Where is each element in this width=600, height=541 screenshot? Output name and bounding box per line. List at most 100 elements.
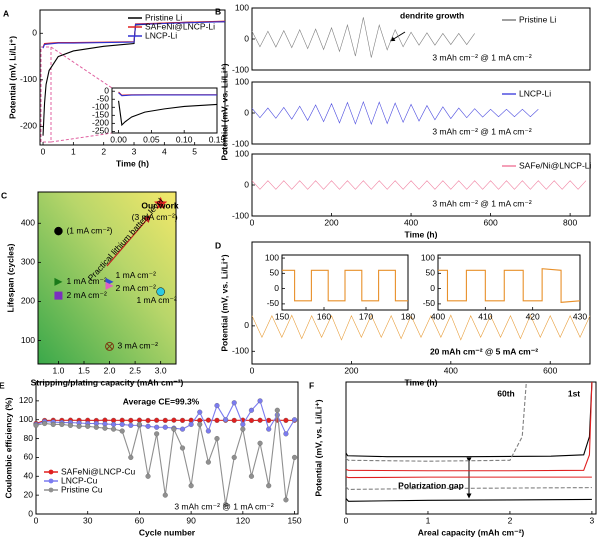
legend-label: SAFeNi@LNCP-Cu [61,466,136,476]
data-point [283,417,289,423]
x-tick-label: 400 [431,311,445,321]
x-axis-label: Areal capacity (mAh cm⁻²) [418,527,525,537]
data-point [197,421,203,427]
plot-frame [37,191,177,365]
x-tick-label: 120 [236,515,250,525]
data-point [154,417,160,423]
trend-arrow [106,215,151,267]
y-tick-label: -100 [232,346,249,356]
series-line [118,92,217,97]
legend-label: Pristine Cu [61,484,103,494]
data-point [54,226,63,236]
data-point [266,426,272,432]
series-line [345,486,592,490]
series-line [438,268,581,303]
x-tick-label: 2 [101,146,106,156]
y-tick-label: -100 [232,64,249,74]
data-point [257,417,263,423]
y-tick-label: -100 [232,138,249,148]
panel-c-background [38,192,176,364]
y-tick-label: -200 [20,121,37,131]
dendrite-arrow [389,31,406,42]
point-label: 2 mA cm⁻² [116,283,157,293]
data-point [223,417,229,423]
data-point [111,421,117,427]
panel-label: D [215,240,221,250]
point-cross [106,343,113,350]
data-point [257,440,263,446]
data-point [292,454,298,460]
legend-marker [48,478,54,484]
data-point [240,421,246,427]
y-tick-label: -100 [20,74,37,84]
y-tick-label: -150 [92,110,109,120]
annotation: 60th [497,388,514,398]
x-tick-label: 90 [186,515,196,525]
panel-label: B [215,6,221,16]
series-line [345,476,592,479]
data-point [33,422,39,428]
x-tick-label: 60 [135,515,145,525]
y-tick-label: 0 [28,508,33,518]
x-tick-label: 800 [563,217,577,227]
y-tick-label: -50 [267,298,280,308]
data-point [85,423,91,429]
data-point [111,426,117,432]
data-point [105,341,115,351]
x-tick-label: 3.0 [155,365,167,375]
data-point [214,436,220,442]
x-tick-label: 200 [344,365,358,375]
panel-label: F [309,380,314,390]
y-tick-label: 0 [244,320,249,330]
data-point [54,291,63,300]
data-point [59,421,65,427]
x-tick-label: 0.00 [110,134,127,144]
plot-frame [111,87,218,134]
y-tick-label: 100 [21,335,35,345]
data-point [292,417,298,423]
y-tick-label: 50 [270,268,280,278]
x-tick-label: 160 [317,311,331,321]
annotation: Polarization gap [398,480,464,490]
point-label: 1 mA cm⁻² [66,276,107,286]
point-label: 2 mA cm⁻² [66,290,107,300]
annotation: 3 mAh cm⁻² @ 1 mA cm⁻² [432,52,531,62]
y-tick-label: -100 [232,210,249,220]
zoom-line [50,46,113,89]
data-point [188,483,194,489]
y-axis-label: Potential (mV, Li/Li⁺) [7,36,17,119]
y-tick-label: -200 [92,118,109,128]
x-tick-label: 0.05 [143,134,160,144]
data-point [105,281,114,290]
data-point [248,473,255,479]
point-label: 1 mA cm⁻² [116,270,157,280]
data-point [179,445,186,451]
data-point [205,428,211,434]
data-point [248,407,255,413]
x-tick-label: 30 [83,515,93,525]
x-tick-label: 0 [250,365,255,375]
x-tick-label: 150 [275,311,289,321]
y-tick-label: 80 [24,433,34,443]
y-tick-label: 0 [32,28,37,38]
annotation: Our work [141,200,179,210]
series-line [282,269,408,302]
x-tick-label: 0 [34,515,39,525]
data-point [42,420,48,427]
data-point [205,417,211,423]
data-point [136,421,142,427]
y-tick-label: 0 [274,283,279,293]
inset-background [438,255,580,310]
data-point [145,417,151,424]
data-point [266,483,272,489]
data-point [93,424,99,430]
data-point [188,421,194,427]
panel-label: A [3,8,9,18]
x-tick-label: 1 [426,515,431,525]
data-point [102,425,108,431]
data-point [231,454,237,460]
y-tick-label: -100 [92,102,109,112]
y-tick-label: 100 [235,148,249,158]
annotation: Average CE=99.3% [123,396,200,406]
data-point [128,417,134,423]
